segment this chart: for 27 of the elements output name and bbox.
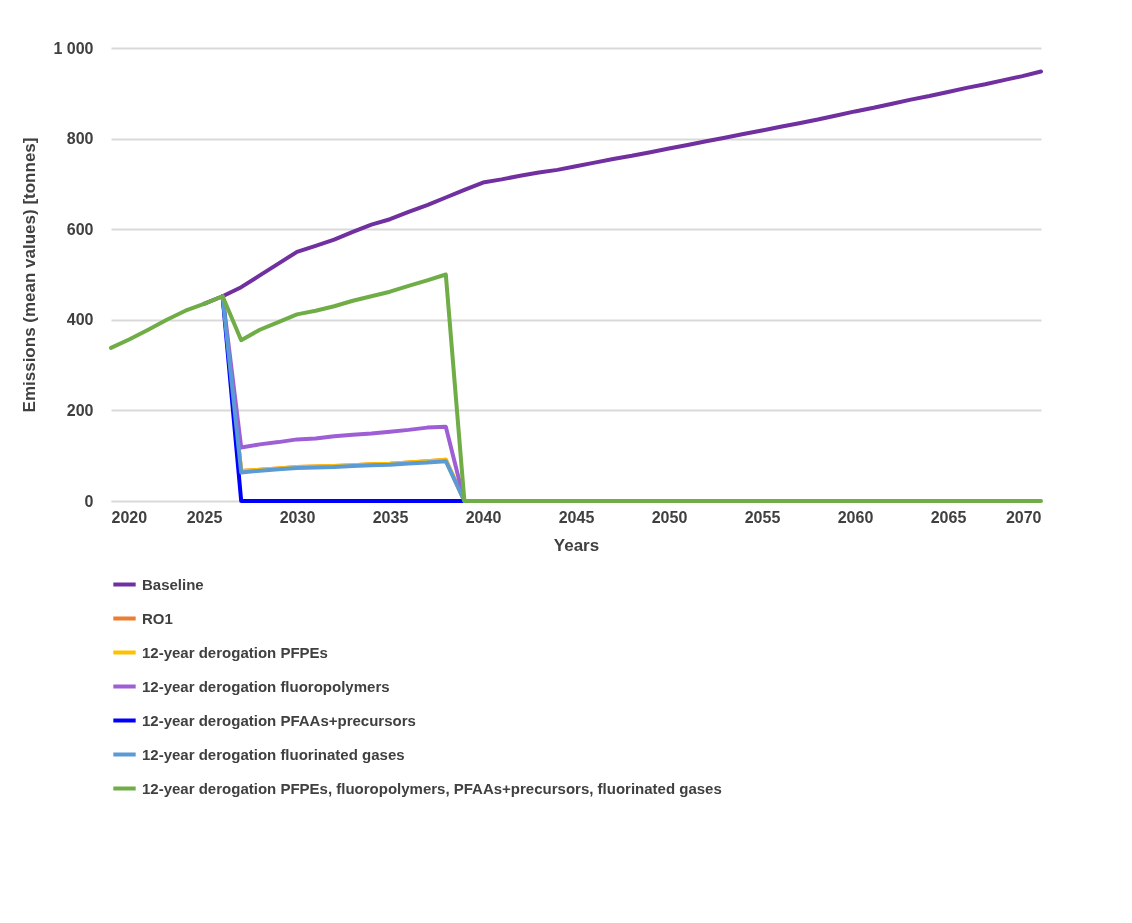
legend-label: RO1 [142,609,173,627]
x-tick-label: 2045 [558,508,595,526]
x-tick-label: 2070 [1005,508,1042,526]
x-axis-title: Years [553,535,600,555]
y-axis-title: Emissions (mean values) [tonnes] [20,137,40,413]
x-tick-label: 2040 [465,508,502,526]
x-tick-label: 2065 [930,508,967,526]
y-tick-label: 1 000 [53,39,94,57]
x-tick-label: 2060 [837,508,874,526]
legend-label: 12-year derogation PFPEs, fluoropolymers, PFAAs+precursors, fluorinated gases [142,779,722,797]
x-tick-label: 2020 [111,508,148,526]
y-tick-label: 0 [84,492,94,510]
legend-label: 12-year derogation fluorinated gases [142,745,405,763]
x-tick-label: 2035 [372,508,409,526]
x-tick-label: 2030 [279,508,316,526]
line-series [109,272,1043,503]
x-tick-label: 2055 [744,508,781,526]
y-tick-label: 800 [66,130,94,148]
y-tick-label: 600 [66,220,94,238]
legend-label: 12-year derogation PFPEs [142,643,328,661]
y-tick-label: 400 [66,311,94,329]
x-tick-label: 2050 [651,508,688,526]
legend-label: 12-year derogation fluoropolymers [142,677,390,695]
legend-label: Baseline [142,575,204,593]
x-tick-label: 2025 [186,508,223,526]
legend-label: 12-year derogation PFAAs+precursors [142,711,416,729]
y-tick-label: 200 [66,401,94,419]
